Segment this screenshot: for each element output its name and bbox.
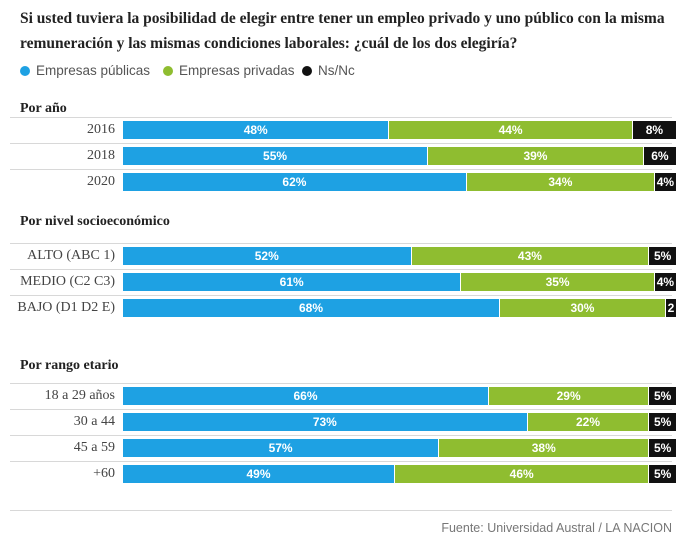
- bar-track: 73% 22% 5%: [123, 413, 676, 431]
- row-divider: [10, 409, 672, 410]
- bar-segment-nsnc: 6%: [642, 147, 676, 165]
- bar-row: BAJO (D1 D2 E) 68% 30% 2: [10, 295, 676, 321]
- bar-segment-nsnc: 8%: [631, 121, 676, 139]
- row-divider: [10, 461, 672, 462]
- bar-segment-privadas: 39%: [427, 147, 643, 165]
- bar-track: 62% 34% 4%: [123, 173, 676, 191]
- row-label: BAJO (D1 D2 E): [17, 300, 115, 315]
- bar-segment-privadas: 35%: [460, 273, 654, 291]
- legend-item-publicas: Empresas públicas: [20, 63, 150, 78]
- bar-segment-privadas: 43%: [410, 247, 649, 265]
- bar-segment-publicas: 61%: [123, 273, 461, 291]
- bar-segment-publicas: 68%: [123, 299, 500, 317]
- bar-segment-nsnc: 4%: [653, 173, 676, 191]
- row-divider: [10, 269, 672, 270]
- bar-track: 55% 39% 6%: [123, 147, 676, 165]
- bar-row: MEDIO (C2 C3) 61% 35% 4%: [10, 269, 676, 295]
- bar-segment-privadas: 30%: [499, 299, 665, 317]
- bar-segment-privadas: 29%: [487, 387, 649, 405]
- bar-segment-nsnc: 2: [664, 299, 676, 317]
- bar-row: ALTO (ABC 1) 52% 43% 5%: [10, 243, 676, 269]
- row-label: MEDIO (C2 C3): [20, 274, 115, 289]
- row-label: 45 a 59: [73, 440, 115, 455]
- bar-segment-publicas: 49%: [123, 465, 394, 483]
- bar-track: 49% 46% 5%: [123, 465, 676, 483]
- section-title: Por año: [20, 101, 67, 116]
- bar-row: 2020 62% 34% 4%: [10, 169, 676, 195]
- legend-swatch-nsnc: [302, 66, 312, 76]
- row-divider: [10, 143, 672, 144]
- bar-row: 30 a 44 73% 22% 5%: [10, 409, 676, 435]
- bar-segment-nsnc: 5%: [648, 413, 676, 431]
- bar-track: 48% 44% 8%: [123, 121, 676, 139]
- bar-segment-privadas: 44%: [388, 121, 632, 139]
- legend-label-nsnc: Ns/Nc: [318, 63, 355, 78]
- legend-swatch-publicas: [20, 66, 30, 76]
- source-note: Fuente: Universidad Austral / LA NACION: [441, 521, 672, 535]
- row-label: +60: [93, 466, 115, 481]
- bar-row: 2016 48% 44% 8%: [10, 117, 676, 143]
- legend-swatch-privadas: [163, 66, 173, 76]
- bar-track: 61% 35% 4%: [123, 273, 676, 291]
- bar-track: 52% 43% 5%: [123, 247, 676, 265]
- legend-label-privadas: Empresas privadas: [179, 63, 295, 78]
- bar-segment-privadas: 34%: [465, 173, 654, 191]
- bar-track: 68% 30% 2: [123, 299, 676, 317]
- bar-segment-nsnc: 5%: [648, 439, 676, 457]
- footer-divider: [10, 510, 672, 511]
- row-label: 2020: [87, 174, 115, 189]
- row-label: 30 a 44: [73, 414, 115, 429]
- bar-segment-nsnc: 4%: [653, 273, 676, 291]
- row-label: 2016: [87, 122, 115, 137]
- bar-row: 18 a 29 años 66% 29% 5%: [10, 383, 676, 409]
- bar-segment-publicas: 55%: [123, 147, 428, 165]
- row-label: 18 a 29 años: [44, 388, 115, 403]
- bar-segment-nsnc: 5%: [648, 465, 676, 483]
- bar-row: 45 a 59 57% 38% 5%: [10, 435, 676, 461]
- row-divider: [10, 169, 672, 170]
- row-label: ALTO (ABC 1): [27, 248, 115, 263]
- bar-track: 66% 29% 5%: [123, 387, 676, 405]
- bar-segment-publicas: 52%: [123, 247, 411, 265]
- bar-segment-privadas: 38%: [438, 439, 649, 457]
- bar-segment-publicas: 73%: [123, 413, 527, 431]
- bar-segment-publicas: 62%: [123, 173, 466, 191]
- bar-segment-nsnc: 5%: [648, 247, 676, 265]
- bar-segment-publicas: 57%: [123, 439, 439, 457]
- row-divider: [10, 435, 672, 436]
- row-divider: [10, 243, 672, 244]
- bar-segment-publicas: 66%: [123, 387, 488, 405]
- section-title: Por nivel socioeconómico: [20, 214, 170, 229]
- legend-label-publicas: Empresas públicas: [36, 63, 151, 78]
- row-divider: [10, 117, 672, 118]
- bar-segment-nsnc: 5%: [648, 387, 676, 405]
- chart-title: Si usted tuviera la posibilidad de elegi…: [20, 10, 665, 52]
- row-divider: [10, 383, 672, 384]
- row-divider: [10, 295, 672, 296]
- bar-row: +60 49% 46% 5%: [10, 461, 676, 487]
- bar-track: 57% 38% 5%: [123, 439, 676, 457]
- legend-item-privadas: Empresas privadas: [163, 63, 295, 78]
- legend-item-nsnc: Ns/Nc: [302, 63, 355, 78]
- bar-row: 2018 55% 39% 6%: [10, 143, 676, 169]
- bar-segment-privadas: 46%: [393, 465, 649, 483]
- bar-segment-privadas: 22%: [526, 413, 649, 431]
- bar-segment-publicas: 48%: [123, 121, 389, 139]
- section-title: Por rango etario: [20, 358, 119, 373]
- row-label: 2018: [87, 148, 115, 163]
